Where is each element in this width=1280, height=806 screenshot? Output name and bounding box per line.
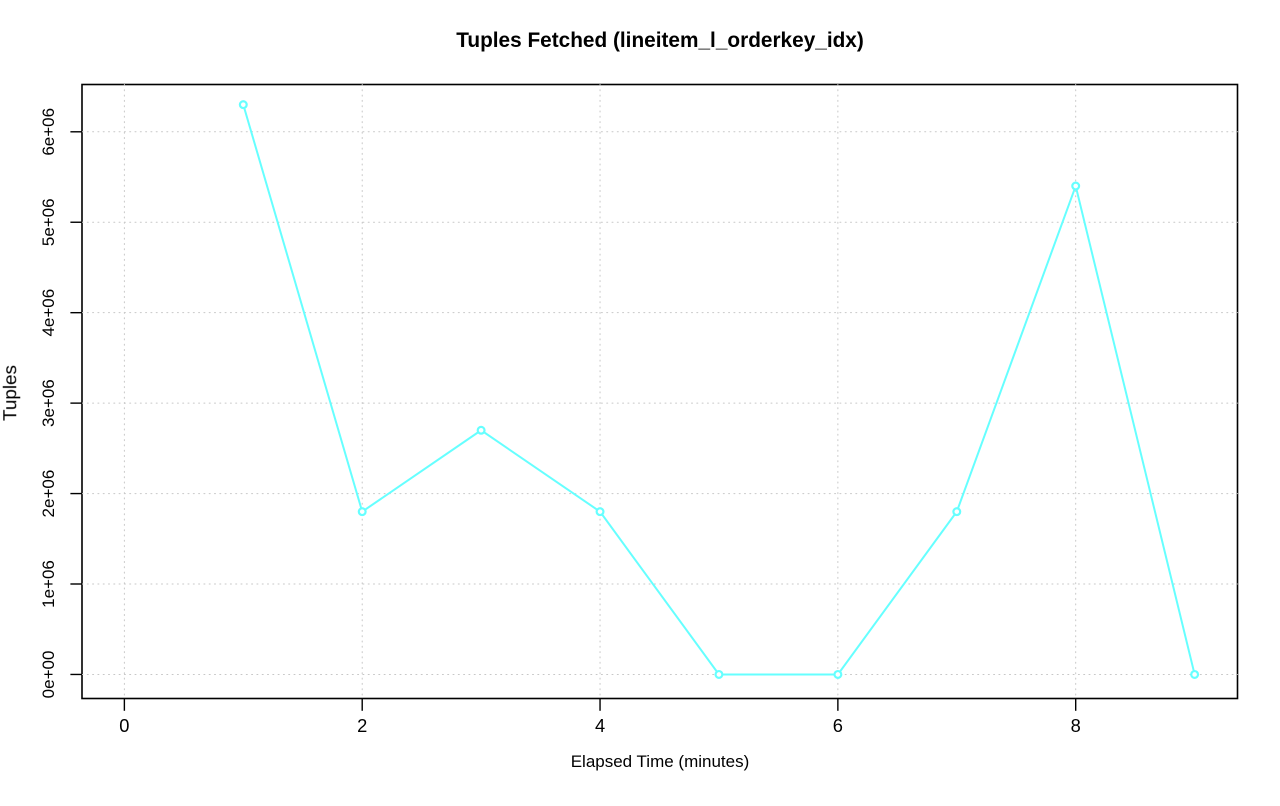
svg-text:3e+06: 3e+06 <box>39 379 58 427</box>
svg-text:5e+06: 5e+06 <box>39 198 58 246</box>
svg-text:2: 2 <box>357 715 367 736</box>
svg-text:Tuples Fetched (lineitem_l_ord: Tuples Fetched (lineitem_l_orderkey_idx) <box>456 29 864 52</box>
svg-text:8: 8 <box>1071 715 1081 736</box>
svg-text:Tuples: Tuples <box>0 365 21 421</box>
svg-text:6e+06: 6e+06 <box>39 108 58 156</box>
svg-text:6: 6 <box>833 715 843 736</box>
svg-text:1e+06: 1e+06 <box>39 560 58 608</box>
svg-text:2e+06: 2e+06 <box>39 470 58 518</box>
svg-text:0e+00: 0e+00 <box>39 651 58 699</box>
svg-text:4e+06: 4e+06 <box>39 289 58 337</box>
svg-text:4: 4 <box>595 715 605 736</box>
svg-text:0: 0 <box>119 715 129 736</box>
svg-text:Elapsed Time (minutes): Elapsed Time (minutes) <box>571 752 750 771</box>
